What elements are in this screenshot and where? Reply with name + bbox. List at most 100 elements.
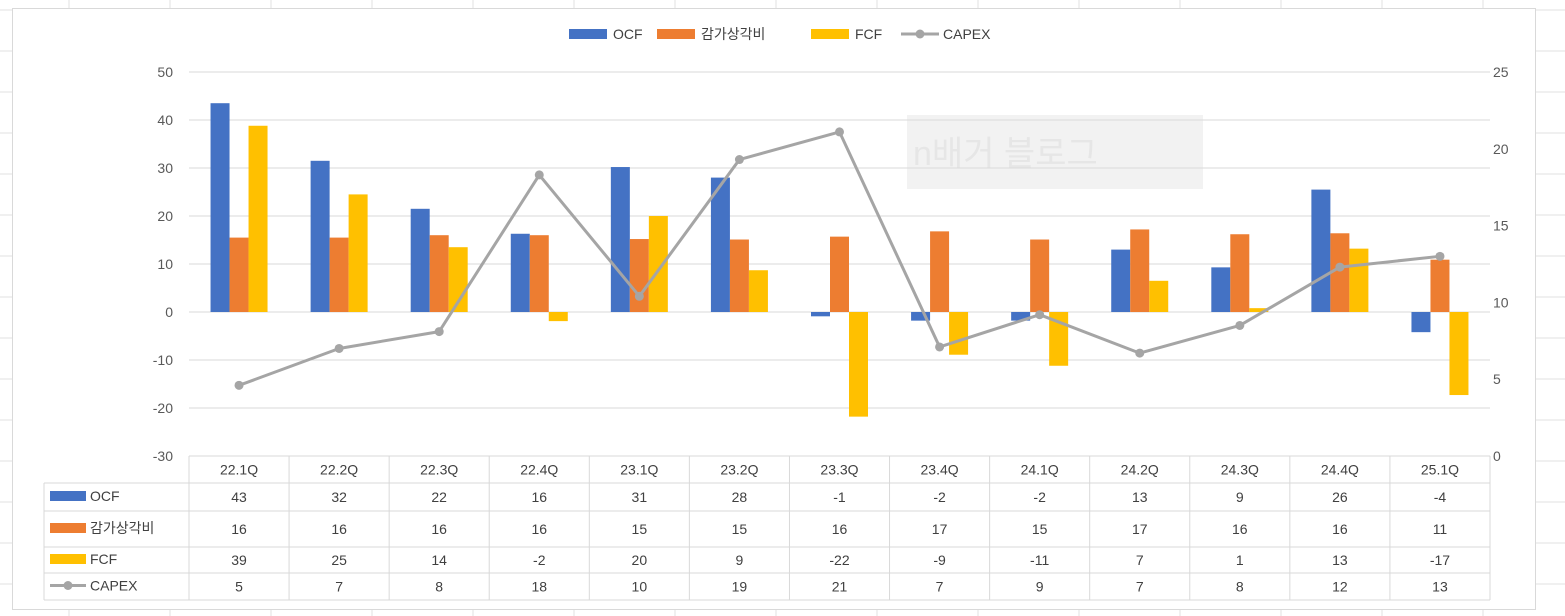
bar-OCF-24.2Q[interactable]: [1111, 249, 1131, 312]
bar-OCF-23.3Q[interactable]: [811, 312, 830, 317]
left-axis-tick-label: -10: [153, 352, 173, 368]
table-value-OCF: 43: [231, 489, 247, 505]
bar-감가상각비-23.4Q[interactable]: [930, 231, 950, 312]
bar-OCF-23.1Q[interactable]: [610, 167, 630, 312]
left-axis-tick-label: 0: [165, 304, 173, 320]
capex-point-25.1Q[interactable]: [1435, 251, 1445, 261]
table-value-CAPEX: 9: [1036, 579, 1044, 595]
legend-swatch-감가상각비: [657, 29, 695, 39]
bar-감가상각비-24.4Q[interactable]: [1330, 233, 1350, 312]
capex-point-24.3Q[interactable]: [1235, 320, 1245, 330]
bar-FCF-23.1Q[interactable]: [648, 216, 668, 312]
bar-FCF-24.2Q[interactable]: [1149, 280, 1169, 312]
bar-감가상각비-22.2Q[interactable]: [329, 237, 349, 312]
bar-OCF-23.2Q[interactable]: [710, 177, 730, 312]
table-key-marker-CAPEX: [63, 581, 73, 590]
table-value-감가상각비: 16: [431, 521, 447, 537]
table-value-FCF: 7: [1136, 552, 1144, 568]
capex-point-22.4Q[interactable]: [534, 170, 544, 180]
bar-FCF-24.4Q[interactable]: [1349, 248, 1369, 312]
capex-point-23.4Q[interactable]: [935, 342, 945, 352]
right-axis-tick-label: 0: [1493, 448, 1501, 464]
bar-감가상각비-24.2Q[interactable]: [1130, 229, 1150, 312]
legend-label-CAPEX[interactable]: CAPEX: [943, 26, 991, 42]
left-axis-tick-label: 10: [157, 256, 173, 272]
table-value-FCF: 39: [231, 552, 247, 568]
table-value-OCF: -1: [833, 489, 846, 505]
bar-감가상각비-25.1Q[interactable]: [1430, 259, 1450, 312]
bar-FCF-23.4Q[interactable]: [949, 312, 969, 355]
table-value-CAPEX: 8: [1236, 579, 1244, 595]
capex-point-24.1Q[interactable]: [1035, 310, 1045, 320]
bar-FCF-22.1Q[interactable]: [248, 125, 268, 312]
bar-FCF-22.2Q[interactable]: [348, 194, 368, 312]
bar-감가상각비-23.3Q[interactable]: [830, 236, 849, 312]
capex-point-24.2Q[interactable]: [1135, 348, 1145, 358]
legend-label-FCF[interactable]: FCF: [855, 26, 882, 42]
data-table: 22.1Q 22.2Q 22.3Q 22.4Q 23.1Q 23.2Q 23.3Q 23.4Q…: [43, 455, 1491, 601]
table-value-CAPEX: 7: [335, 579, 343, 595]
table-value-OCF: -4: [1434, 489, 1447, 505]
bar-FCF-22.4Q[interactable]: [548, 312, 568, 322]
bar-FCF-23.2Q[interactable]: [748, 270, 768, 312]
table-value-FCF: 1: [1236, 552, 1244, 568]
bar-OCF-24.1Q[interactable]: [1011, 312, 1031, 321]
table-value-CAPEX: 19: [732, 579, 748, 595]
table-value-FCF: 13: [1332, 552, 1348, 568]
bar-감가상각비-22.4Q[interactable]: [529, 235, 549, 312]
left-axis-tick-label: 20: [157, 208, 173, 224]
bar-감가상각비-23.2Q[interactable]: [729, 239, 749, 312]
table-value-감가상각비: 15: [1032, 521, 1048, 537]
table-value-FCF: -22: [829, 552, 849, 568]
capex-point-22.1Q[interactable]: [234, 380, 244, 390]
category-label: 24.2Q: [1121, 462, 1159, 478]
legend-label-감가상각비[interactable]: 감가상각비: [701, 26, 765, 42]
bar-FCF-24.3Q[interactable]: [1249, 308, 1269, 312]
bar-OCF-22.1Q[interactable]: [210, 103, 230, 312]
capex-point-23.2Q[interactable]: [734, 155, 744, 165]
bar-OCF-22.4Q[interactable]: [510, 233, 530, 312]
table-series-label-감가상각비: 감가상각비: [90, 520, 154, 536]
bar-감가상각비-22.3Q[interactable]: [429, 235, 449, 312]
bar-series: [210, 103, 1469, 417]
table-value-FCF: 20: [632, 552, 648, 568]
bar-OCF-22.2Q[interactable]: [310, 160, 330, 312]
capex-point-23.1Q[interactable]: [634, 291, 644, 301]
table-value-CAPEX: 7: [1136, 579, 1144, 595]
table-value-OCF: 13: [1132, 489, 1148, 505]
table-value-OCF: -2: [1033, 489, 1046, 505]
bar-OCF-24.4Q[interactable]: [1311, 189, 1331, 312]
capex-point-22.3Q[interactable]: [434, 327, 444, 337]
capex-point-24.4Q[interactable]: [1335, 262, 1345, 272]
legend-label-OCF[interactable]: OCF: [613, 26, 643, 42]
bar-OCF-25.1Q[interactable]: [1411, 312, 1431, 333]
bar-OCF-24.3Q[interactable]: [1211, 267, 1231, 312]
table-value-FCF: 14: [431, 552, 447, 568]
table-series-label-OCF: OCF: [90, 488, 120, 504]
table-value-FCF: -17: [1430, 552, 1450, 568]
category-label: 23.2Q: [720, 462, 758, 478]
table-key-감가상각비: [50, 523, 86, 533]
bar-감가상각비-23.1Q[interactable]: [629, 239, 649, 312]
bar-FCF-25.1Q[interactable]: [1449, 312, 1469, 396]
capex-point-22.2Q[interactable]: [334, 343, 344, 353]
table-value-감가상각비: 16: [1332, 521, 1348, 537]
table-value-FCF: 9: [736, 552, 744, 568]
chart-area[interactable]: n배거 블로그 50 40 30 20 10 0 -10 -20 -30 25 20 15 10 5 0 …: [12, 8, 1536, 610]
bar-감가상각비-24.3Q[interactable]: [1230, 234, 1250, 312]
bar-OCF-23.4Q[interactable]: [911, 312, 931, 321]
legend-swatch-FCF: [811, 29, 849, 39]
table-value-감가상각비: 17: [1132, 521, 1148, 537]
bar-감가상각비-24.1Q[interactable]: [1030, 239, 1050, 312]
table-value-OCF: 16: [531, 489, 547, 505]
capex-point-23.3Q[interactable]: [835, 127, 844, 137]
bar-FCF-23.3Q[interactable]: [849, 312, 868, 417]
bar-FCF-24.1Q[interactable]: [1049, 312, 1069, 366]
bar-감가상각비-22.1Q[interactable]: [229, 237, 249, 312]
table-value-CAPEX: 13: [1432, 579, 1448, 595]
bar-OCF-22.3Q[interactable]: [410, 208, 430, 312]
table-value-감가상각비: 17: [932, 521, 948, 537]
left-axis-tick-label: 50: [157, 64, 173, 80]
legend[interactable]: OCF 감가상각비 FCF CAPEX: [569, 26, 991, 42]
